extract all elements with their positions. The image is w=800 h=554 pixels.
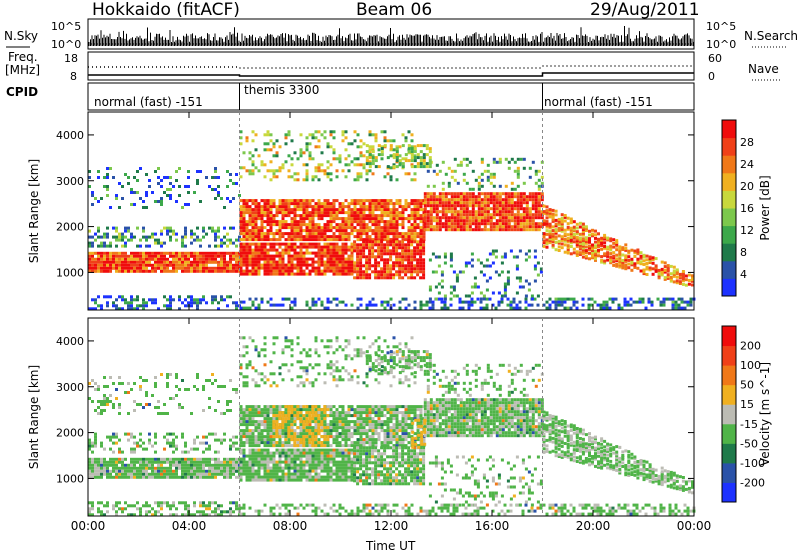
velocity-ylabel: Slant Range [km] — [27, 365, 41, 469]
colorbar-swatch — [722, 423, 736, 444]
power-heatmap — [88, 112, 696, 311]
nsearch-label: N.Search — [744, 29, 799, 43]
colorbar-swatch — [722, 190, 736, 209]
nave-dotted-line — [88, 65, 694, 69]
cpid-segment-1: normal (fast) -151 — [94, 95, 203, 109]
velocity-colorbar-label: Velocity [m s^-1] — [758, 362, 772, 466]
nsky-label: N.Sky — [4, 29, 39, 43]
ytick-label: 1000 — [56, 266, 84, 279]
cpid-segment-3: normal (fast) -151 — [544, 95, 653, 109]
freq-unit-label: [MHz] — [5, 63, 41, 77]
velocity-heatmap — [88, 318, 696, 517]
colorbar-tick-label: -100 — [740, 457, 765, 470]
colorbar-frame — [721, 325, 737, 503]
nave-label: Nave — [748, 62, 779, 76]
colorbar-swatch — [722, 482, 736, 503]
colorbar-tick-label: 20 — [740, 180, 754, 193]
freq-panel-frame — [87, 51, 695, 81]
freq-tick-top: 18 — [64, 52, 78, 65]
freq-label: Freq. — [8, 50, 38, 64]
freq-line — [88, 72, 694, 77]
colorbar-frame — [721, 119, 737, 297]
colorbar-swatch — [722, 404, 736, 425]
colorbar-swatch — [722, 225, 736, 244]
colorbar-tick-label: 8 — [740, 246, 747, 259]
xaxis-label: Time UT — [366, 539, 416, 553]
colorbar-swatch — [722, 243, 736, 262]
xtick-label: 00:00 — [677, 519, 712, 533]
colorbar-swatch — [722, 326, 736, 347]
cpid-segment-2: themis 3300 — [244, 83, 320, 97]
colorbar-swatch — [722, 345, 736, 366]
colorbar-swatch — [722, 384, 736, 405]
ytick-label: 1000 — [56, 472, 84, 485]
colorbar-swatch — [722, 462, 736, 483]
colorbar-swatch — [722, 137, 736, 156]
nave-tick-bottom: 0 — [708, 70, 715, 83]
date-label: 29/Aug/2011 — [590, 0, 700, 20]
colorbar-swatch — [722, 120, 736, 139]
nsky-bars — [88, 26, 694, 46]
xtick-label: 20:00 — [576, 519, 611, 533]
colorbar-swatch — [722, 208, 736, 227]
nsearch-tick-top: 10^5 — [706, 20, 737, 33]
colorbar-tick-label: 24 — [740, 158, 754, 171]
colorbar-tick-label: -15 — [740, 418, 758, 431]
xtick-label: 12:00 — [374, 519, 409, 533]
nsky-tick-bottom: 10^0 — [51, 38, 82, 51]
station-title: Hokkaido (fitACF) — [92, 0, 240, 20]
colorbar-swatch — [722, 155, 736, 174]
cpid-label: CPID — [6, 85, 39, 99]
ytick-label: 3000 — [56, 175, 84, 188]
colorbar-tick-label: -50 — [740, 437, 758, 450]
ytick-label: 2000 — [56, 221, 84, 234]
cpid-panel-frame — [87, 82, 695, 111]
ytick-label: 4000 — [56, 129, 84, 142]
ytick-label: 3000 — [56, 381, 84, 394]
xtick-label: 08:00 — [273, 519, 308, 533]
nave-tick-top: 60 — [708, 52, 722, 65]
colorbar-swatch — [722, 365, 736, 386]
colorbar-tick-label: 4 — [740, 268, 747, 281]
colorbar-tick-label: 28 — [740, 136, 754, 149]
colorbar-tick-label: 100 — [740, 359, 761, 372]
freq-tick-bottom: 8 — [70, 70, 77, 83]
colorbar-tick-label: 200 — [740, 340, 761, 353]
beam-label: Beam 06 — [356, 0, 433, 20]
nsky-panel-frame — [87, 18, 695, 50]
colorbar-tick-label: 12 — [740, 224, 754, 237]
colorbar-tick-label: 50 — [740, 379, 754, 392]
colorbar-swatch — [722, 443, 736, 464]
xtick-label: 00:00 — [71, 519, 106, 533]
colorbar-swatch — [722, 260, 736, 279]
colorbar-tick-label: -200 — [740, 476, 765, 489]
nsearch-tick-bottom: 10^0 — [706, 38, 737, 51]
nsky-tick-top: 10^5 — [51, 20, 82, 33]
power-colorbar-label: Power [dB] — [758, 175, 772, 240]
ytick-label: 2000 — [56, 427, 84, 440]
xtick-label: 04:00 — [172, 519, 207, 533]
colorbar-tick-label: 15 — [740, 398, 754, 411]
colorbar-swatch — [722, 172, 736, 191]
xtick-label: 16:00 — [475, 519, 510, 533]
ytick-label: 4000 — [56, 335, 84, 348]
colorbar-tick-label: 16 — [740, 202, 754, 215]
power-ylabel: Slant Range [km] — [27, 159, 41, 263]
colorbar-swatch — [722, 278, 736, 297]
